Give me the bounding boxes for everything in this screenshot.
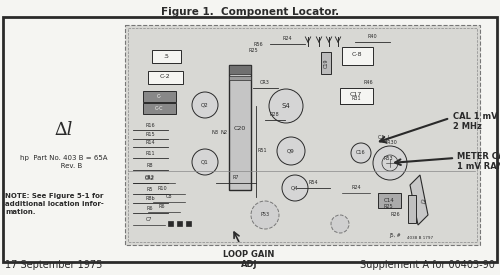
Bar (408, 195, 416, 223)
Bar (168, 221, 173, 226)
Text: METER CAL
1 mV RANGE: METER CAL 1 mV RANGE (457, 152, 500, 171)
Circle shape (282, 175, 308, 201)
FancyBboxPatch shape (148, 70, 182, 84)
Text: C5: C5 (419, 199, 427, 205)
Text: Supplement A for 00403-90: Supplement A for 00403-90 (360, 260, 495, 270)
Text: C16: C16 (356, 150, 366, 155)
Text: R51: R51 (258, 147, 268, 153)
Text: Q4: Q4 (291, 186, 299, 191)
Text: C20: C20 (234, 125, 246, 131)
Text: R8: R8 (147, 163, 153, 168)
Bar (321, 52, 331, 74)
Text: R54: R54 (308, 180, 318, 185)
Text: NOTE: See Figure 5-1 for
additional location infor-
mation.: NOTE: See Figure 5-1 for additional loca… (5, 193, 104, 215)
Text: S4: S4 (282, 103, 290, 109)
Text: C7: C7 (146, 217, 152, 222)
Text: LOOP GAIN
ADJ: LOOP GAIN ADJ (224, 250, 274, 270)
FancyBboxPatch shape (152, 50, 180, 62)
Bar (125, 25, 480, 245)
Text: N2: N2 (220, 131, 228, 136)
Text: J5, #: J5, # (389, 233, 401, 238)
Text: C-C: C-C (155, 106, 163, 111)
Text: R26: R26 (390, 213, 400, 218)
Text: R25: R25 (248, 48, 258, 54)
Text: C5  |: C5 | (378, 134, 389, 140)
Circle shape (373, 146, 407, 180)
FancyBboxPatch shape (142, 103, 176, 114)
Text: Q9: Q9 (287, 148, 295, 153)
Text: C19: C19 (324, 58, 328, 68)
Text: R24: R24 (282, 36, 292, 41)
Text: CR2: CR2 (145, 175, 155, 180)
Bar (3, 17, 497, 262)
Text: R7: R7 (233, 175, 239, 180)
Circle shape (192, 149, 218, 175)
Text: C-: C- (156, 94, 162, 98)
Text: R6: R6 (147, 206, 153, 211)
Text: ∆l: ∆l (55, 121, 73, 139)
Text: R31: R31 (351, 96, 361, 101)
Text: R5: R5 (147, 187, 153, 192)
Text: CR3: CR3 (260, 80, 270, 85)
Bar (177, 221, 182, 226)
Text: R14: R14 (145, 140, 155, 145)
Bar (229, 65, 251, 74)
Text: R53: R53 (383, 155, 393, 161)
Text: R46: R46 (363, 81, 373, 86)
Text: C-8: C-8 (352, 53, 362, 57)
Circle shape (351, 143, 371, 163)
FancyBboxPatch shape (378, 192, 400, 208)
Text: CAL 1 mV
2 MHz: CAL 1 mV 2 MHz (453, 112, 498, 131)
Text: 17 September 1975: 17 September 1975 (5, 260, 102, 270)
Circle shape (192, 92, 218, 118)
Text: C-2: C-2 (160, 75, 170, 79)
Text: R15: R15 (145, 132, 155, 137)
Text: C14: C14 (384, 197, 394, 202)
Text: C8: C8 (166, 194, 172, 199)
Bar (229, 76, 251, 80)
Text: R40: R40 (367, 34, 377, 39)
Text: C17: C17 (350, 92, 362, 98)
Text: R56: R56 (253, 42, 263, 46)
Circle shape (331, 215, 349, 233)
Polygon shape (410, 175, 428, 225)
Text: Q1: Q1 (201, 160, 209, 164)
Circle shape (251, 201, 279, 229)
Text: R6: R6 (159, 204, 165, 209)
Text: CR2: CR2 (145, 176, 155, 181)
FancyBboxPatch shape (340, 87, 372, 103)
Circle shape (277, 137, 305, 165)
FancyBboxPatch shape (342, 46, 372, 65)
Text: 1R30: 1R30 (384, 139, 397, 144)
Bar (186, 221, 191, 226)
Bar (128, 28, 477, 242)
Text: Q2: Q2 (201, 103, 209, 108)
Text: 4038 B 1797: 4038 B 1797 (407, 236, 433, 240)
Circle shape (269, 89, 303, 123)
Text: P53: P53 (260, 213, 270, 218)
Text: R10: R10 (157, 186, 167, 191)
Text: .5: .5 (163, 54, 169, 59)
Text: R24: R24 (351, 185, 361, 190)
Text: N3: N3 (212, 131, 218, 136)
Text: R11: R11 (145, 151, 155, 156)
FancyBboxPatch shape (142, 90, 176, 101)
Bar (229, 65, 251, 190)
Text: Figure 1.  Component Locator.: Figure 1. Component Locator. (161, 7, 339, 17)
Text: R16: R16 (145, 123, 155, 128)
Text: hp  Part No. 403 B = 65A
       Rev. B: hp Part No. 403 B = 65A Rev. B (20, 155, 108, 169)
Text: R25: R25 (383, 205, 393, 210)
Text: R8b: R8b (145, 196, 155, 201)
Text: R28: R28 (269, 112, 279, 117)
